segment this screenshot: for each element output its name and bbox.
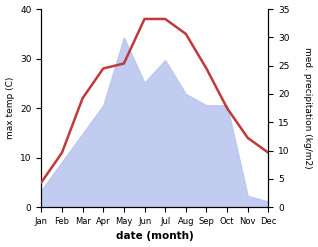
Y-axis label: max temp (C): max temp (C) (5, 77, 15, 139)
Y-axis label: med. precipitation (kg/m2): med. precipitation (kg/m2) (303, 47, 313, 169)
X-axis label: date (month): date (month) (116, 231, 194, 242)
